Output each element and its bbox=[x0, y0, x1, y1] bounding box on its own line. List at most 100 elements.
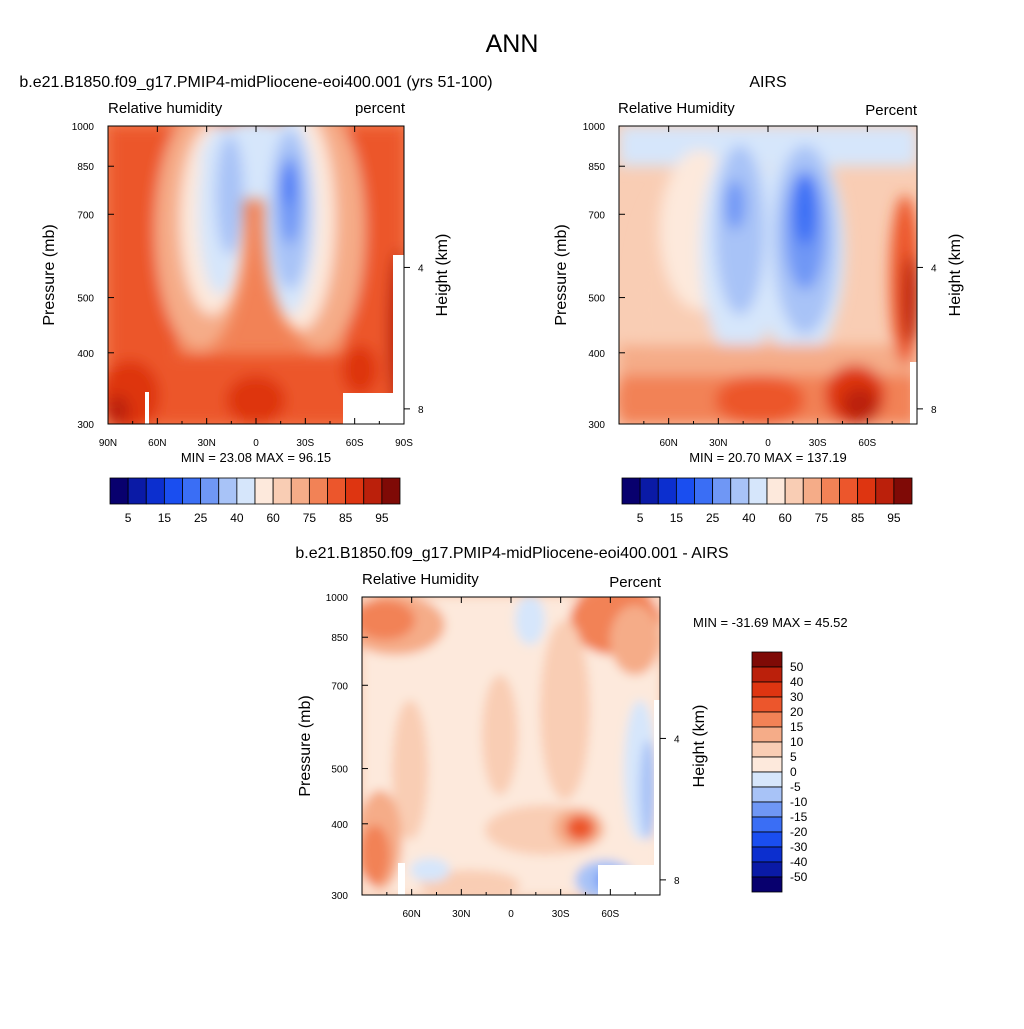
obs-stats: MIN = 20.70 MAX = 137.19 bbox=[689, 450, 847, 465]
obs-colorbar-swatch bbox=[694, 477, 714, 505]
model-colorbar-label: 5 bbox=[125, 511, 132, 525]
diff-colorbar-label: -15 bbox=[790, 810, 808, 824]
model-xtick-label: 90S bbox=[395, 438, 413, 449]
obs-colorbar-swatch bbox=[784, 477, 804, 505]
obs-xtick-label: 60N bbox=[659, 438, 677, 449]
diff-xtick-label: 0 bbox=[508, 909, 514, 920]
model-xtick-label: 30S bbox=[296, 438, 314, 449]
model-colorbar: 5 15 25 40 60 75 85 95 bbox=[109, 477, 401, 525]
model-right-label: percent bbox=[355, 100, 406, 117]
model-colorbar-swatch bbox=[363, 477, 383, 505]
model-colorbar-swatch bbox=[290, 477, 310, 505]
obs-colorbar-swatch bbox=[730, 477, 750, 505]
diff-colorbar-label: 40 bbox=[790, 675, 804, 689]
diff-colorbar-label: -40 bbox=[790, 855, 808, 869]
model-xtick-label: 60S bbox=[346, 438, 364, 449]
diff-colorbar-label: -10 bbox=[790, 795, 808, 809]
obs-colorbar-label: 15 bbox=[670, 511, 684, 525]
diff-y2tick-label: 8 bbox=[674, 876, 680, 887]
model-colorbar-label: 40 bbox=[230, 511, 244, 525]
diff-right-label: Percent bbox=[609, 574, 662, 591]
model-colorbar-swatch bbox=[163, 477, 183, 505]
obs-xtick-label: 60S bbox=[858, 438, 876, 449]
obs-colorbar-label: 5 bbox=[637, 511, 644, 525]
obs-ytick-label: 850 bbox=[588, 162, 605, 173]
model-xtick-label: 90N bbox=[99, 438, 117, 449]
obs-colorbar-label: 75 bbox=[815, 511, 829, 525]
diff-ytick-label: 500 bbox=[331, 765, 348, 776]
model-y2tick-label: 8 bbox=[418, 405, 424, 416]
diff-xtick-label: 60N bbox=[402, 909, 420, 920]
diff-colorbar-label: -50 bbox=[790, 870, 808, 884]
model-colorbar-swatch bbox=[345, 477, 365, 505]
obs-colorbar-swatch bbox=[621, 477, 641, 505]
obs-colorbar-swatch bbox=[820, 477, 840, 505]
model-colorbar-swatch bbox=[381, 477, 401, 505]
model-colorbar-swatch bbox=[308, 477, 328, 505]
obs-colorbar: 5 15 25 40 60 75 85 95 bbox=[621, 477, 913, 525]
model-colorbar-swatch bbox=[272, 477, 292, 505]
diff-title: b.e21.B1850.f09_g17.PMIP4-midPliocene-eo… bbox=[295, 545, 728, 562]
diff-ylabel: Pressure (mb) bbox=[297, 695, 314, 796]
model-colorbar-swatch bbox=[109, 477, 129, 505]
diff-colorbar-label: -30 bbox=[790, 840, 808, 854]
diff-colorbar-label: 15 bbox=[790, 720, 804, 734]
diff-colorbar-swatch bbox=[751, 696, 783, 713]
diff-xtick-label: 30N bbox=[452, 909, 470, 920]
obs-panel: AIRS Relative Humidity Percent bbox=[553, 74, 964, 525]
obs-colorbar-swatch bbox=[748, 477, 768, 505]
diff-colorbar-label: 5 bbox=[790, 750, 797, 764]
diff-colorbar-swatch bbox=[751, 741, 783, 758]
diff-colorbar-swatch bbox=[751, 666, 783, 683]
diff-ytick-label: 300 bbox=[331, 891, 348, 902]
obs-ylabel: Pressure (mb) bbox=[553, 224, 570, 325]
diff-colorbar-swatch bbox=[751, 681, 783, 698]
diff-left-label: Relative Humidity bbox=[362, 571, 479, 588]
model-ytick-label: 850 bbox=[77, 162, 94, 173]
model-ytick-label: 700 bbox=[77, 210, 94, 221]
diff-y2tick-label: 4 bbox=[674, 734, 680, 745]
obs-y2tick-label: 8 bbox=[931, 405, 937, 416]
obs-left-label: Relative Humidity bbox=[618, 100, 735, 117]
diff-panel: b.e21.B1850.f09_g17.PMIP4-midPliocene-eo… bbox=[295, 545, 847, 920]
obs-colorbar-swatch bbox=[857, 477, 877, 505]
diff-colorbar-swatch bbox=[751, 726, 783, 743]
diff-contour-field bbox=[362, 597, 660, 895]
diff-colorbar-label: 50 bbox=[790, 660, 804, 674]
obs-colorbar-label: 85 bbox=[851, 511, 865, 525]
diff-stats: MIN = -31.69 MAX = 45.52 bbox=[693, 615, 848, 630]
obs-ytick-label: 400 bbox=[588, 349, 605, 360]
model-ylabel: Pressure (mb) bbox=[41, 224, 58, 325]
model-ytick-label: 300 bbox=[77, 420, 94, 431]
obs-xtick-label: 30N bbox=[709, 438, 727, 449]
obs-colorbar-swatch bbox=[675, 477, 695, 505]
model-colorbar-swatch bbox=[236, 477, 256, 505]
obs-ytick-label: 500 bbox=[588, 294, 605, 305]
model-colorbar-swatch bbox=[127, 477, 147, 505]
diff-colorbar-swatch bbox=[751, 651, 783, 668]
model-colorbar-label: 75 bbox=[303, 511, 317, 525]
diff-colorbar-label: 10 bbox=[790, 735, 804, 749]
obs-colorbar-swatch bbox=[802, 477, 822, 505]
obs-colorbar-label: 25 bbox=[706, 511, 720, 525]
diff-colorbar-label: -5 bbox=[790, 780, 801, 794]
model-axes: 300 400 500 700 850 1000 8 4 90N 60N 30N 0 30S 60S 90S bbox=[72, 122, 424, 449]
diff-ytick-label: 700 bbox=[331, 681, 348, 692]
diff-ytick-label: 850 bbox=[331, 633, 348, 644]
obs-colorbar-swatch bbox=[839, 477, 859, 505]
obs-y2tick-label: 4 bbox=[931, 263, 937, 274]
obs-colorbar-swatch bbox=[875, 477, 895, 505]
model-colorbar-label: 15 bbox=[158, 511, 172, 525]
diff-colorbar-swatch bbox=[751, 876, 783, 893]
diff-colorbar-swatch bbox=[751, 831, 783, 848]
diff-colorbar-swatch bbox=[751, 786, 783, 803]
model-colorbar-swatch bbox=[327, 477, 347, 505]
obs-ytick-label: 700 bbox=[588, 210, 605, 221]
obs-axes: 300 400 500 700 850 1000 8 4 60N 30N 0 30S 60S bbox=[583, 122, 937, 449]
obs-colorbar-label: 60 bbox=[778, 511, 792, 525]
obs-ytick-label: 300 bbox=[588, 420, 605, 431]
model-panel: b.e21.B1850.f09_g17.PMIP4-midPliocene-eo… bbox=[19, 74, 492, 525]
obs-colorbar-swatch bbox=[893, 477, 913, 505]
